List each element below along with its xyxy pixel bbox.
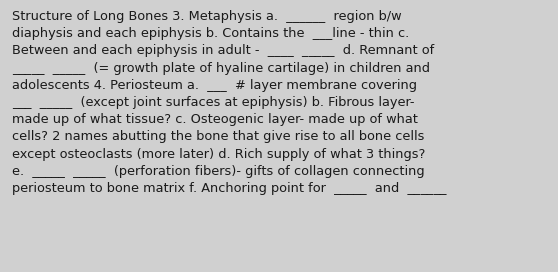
- Text: Structure of Long Bones 3. Metaphysis a.  ______  region b/w
diaphysis and each : Structure of Long Bones 3. Metaphysis a.…: [12, 10, 446, 195]
